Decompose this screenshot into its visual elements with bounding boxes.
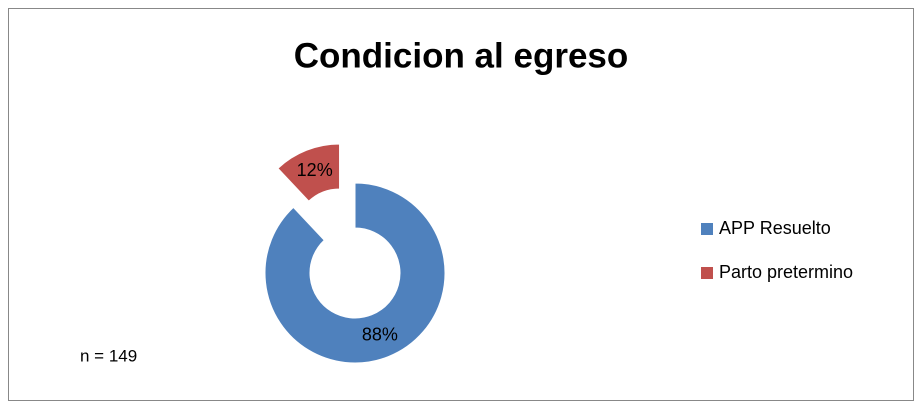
legend-label: Parto pretermino	[719, 262, 853, 282]
data-label: 12%	[297, 160, 333, 180]
legend-label: APP Resuelto	[719, 218, 831, 238]
doughnut-slice	[277, 143, 341, 202]
chart-frame	[8, 8, 914, 401]
doughnut-slice	[264, 182, 446, 364]
data-label: 88%	[362, 325, 398, 345]
annotation: n = 149	[80, 346, 137, 365]
legend-swatch	[701, 223, 713, 235]
chart-title: Condicion al egreso	[294, 36, 629, 75]
legend-swatch	[701, 267, 713, 279]
